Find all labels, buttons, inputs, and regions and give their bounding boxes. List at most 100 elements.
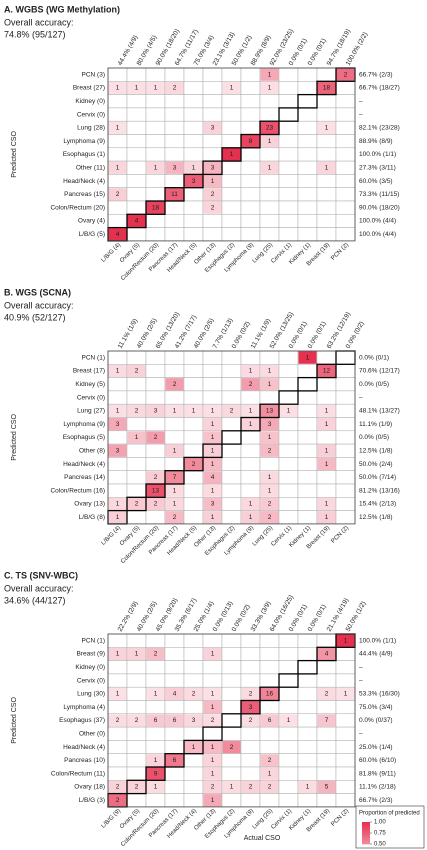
cell-frame bbox=[335, 700, 356, 715]
cell-frame bbox=[278, 350, 299, 365]
cell-value: 12 bbox=[323, 368, 331, 375]
cell-value: 1 bbox=[211, 514, 215, 521]
cell-value: 1 bbox=[268, 164, 272, 171]
cell-value: 2 bbox=[268, 514, 272, 521]
cell bbox=[165, 404, 184, 417]
cell-frame bbox=[316, 350, 337, 365]
cell-frame bbox=[202, 390, 223, 405]
cell-frame bbox=[297, 390, 318, 405]
cell bbox=[146, 81, 165, 95]
cell-value: 1 bbox=[173, 447, 177, 454]
cell-value: 1 bbox=[230, 85, 234, 92]
cell-value: 2 bbox=[249, 691, 253, 698]
cell-frame bbox=[202, 81, 223, 95]
cell-value: 2 bbox=[249, 381, 253, 388]
cell-frame bbox=[164, 780, 185, 794]
row-label: L/B/G (3) bbox=[79, 797, 105, 804]
cell-value: 1 bbox=[173, 408, 177, 415]
cell-frame bbox=[164, 700, 185, 715]
row-accuracy: 70.6% (12/17) bbox=[359, 368, 400, 375]
cell bbox=[241, 687, 260, 700]
cell-frame bbox=[297, 483, 318, 498]
colorbar-segment bbox=[362, 829, 370, 832]
cell-frame bbox=[335, 390, 356, 405]
cell-frame bbox=[240, 753, 261, 768]
cell-frame bbox=[335, 200, 356, 215]
row-accuracy: 81.8% (9/11) bbox=[359, 770, 396, 777]
colorbar-segment bbox=[362, 834, 370, 837]
cell-frame bbox=[297, 753, 318, 768]
cell-frame bbox=[183, 134, 204, 149]
cell bbox=[203, 754, 222, 767]
cell-frame bbox=[107, 753, 128, 768]
cell-frame bbox=[278, 94, 299, 109]
cell-frame bbox=[107, 67, 128, 82]
cell-value: 2 bbox=[173, 381, 177, 388]
cell-frame bbox=[221, 120, 242, 135]
cell-value: 1 bbox=[154, 164, 158, 171]
cell-frame bbox=[316, 483, 337, 498]
cell-frame bbox=[278, 174, 299, 188]
cell bbox=[317, 457, 336, 471]
cell-frame bbox=[221, 187, 242, 202]
cell-value: 2 bbox=[249, 784, 253, 791]
column-accuracy: 0.0% (0/1) bbox=[307, 37, 328, 66]
cell-frame bbox=[126, 483, 147, 498]
row-label: Lymphoma (9) bbox=[63, 138, 105, 145]
diagonal-frame bbox=[145, 483, 166, 498]
cell-frame bbox=[335, 726, 356, 741]
cell-frame bbox=[221, 377, 242, 392]
cell-frame bbox=[259, 214, 280, 228]
cell-value: 1 bbox=[249, 408, 253, 415]
cell-frame bbox=[202, 227, 223, 242]
cell-frame bbox=[202, 107, 223, 122]
cell-value: 13 bbox=[266, 408, 274, 415]
cell-value: 2 bbox=[344, 71, 348, 78]
cell-frame bbox=[183, 780, 204, 794]
cell-frame bbox=[202, 726, 223, 741]
cell-value: 6 bbox=[173, 717, 177, 724]
column-accuracy: 0.0% (0/1) bbox=[307, 320, 328, 349]
cell bbox=[108, 687, 127, 700]
colorbar-segment bbox=[362, 822, 370, 825]
cell-value: 2 bbox=[173, 85, 177, 92]
cell-frame bbox=[145, 417, 166, 432]
cell-frame bbox=[316, 174, 337, 188]
cell-frame bbox=[297, 793, 318, 808]
cell-frame bbox=[221, 647, 242, 661]
cell bbox=[241, 378, 260, 391]
cell-frame bbox=[183, 94, 204, 109]
cell-value: 1 bbox=[287, 717, 291, 724]
cell-frame bbox=[335, 227, 356, 242]
cell-frame bbox=[221, 726, 242, 741]
cell-frame bbox=[183, 483, 204, 498]
cell-frame bbox=[297, 214, 318, 228]
cell-frame bbox=[145, 227, 166, 242]
cell-frame bbox=[107, 147, 128, 162]
cell-frame bbox=[278, 457, 299, 471]
cell-frame bbox=[126, 417, 147, 432]
cell bbox=[317, 81, 336, 95]
cell-frame bbox=[221, 686, 242, 701]
cell bbox=[336, 68, 355, 81]
cell bbox=[108, 647, 127, 661]
cell-frame bbox=[202, 94, 223, 109]
diagonal-frame bbox=[297, 376, 318, 392]
cell-frame bbox=[126, 147, 147, 162]
cell-frame bbox=[335, 120, 356, 135]
cell-frame bbox=[297, 81, 318, 95]
cell-frame bbox=[278, 686, 299, 701]
cell-frame bbox=[297, 364, 318, 378]
cell-frame bbox=[126, 134, 147, 149]
cell-value: 2 bbox=[135, 784, 139, 791]
row-accuracy: 82.1% (23/28) bbox=[359, 125, 400, 132]
cell bbox=[203, 471, 222, 484]
row-accuracy: 27.3% (3/11) bbox=[359, 164, 396, 171]
row-label: PCN (1) bbox=[82, 354, 105, 361]
cell-frame bbox=[297, 430, 318, 445]
cell bbox=[165, 378, 184, 391]
cell-frame bbox=[221, 227, 242, 242]
diagonal-frame bbox=[240, 133, 261, 149]
row-label: Pancreas (14) bbox=[64, 474, 105, 481]
cell-frame bbox=[278, 147, 299, 162]
